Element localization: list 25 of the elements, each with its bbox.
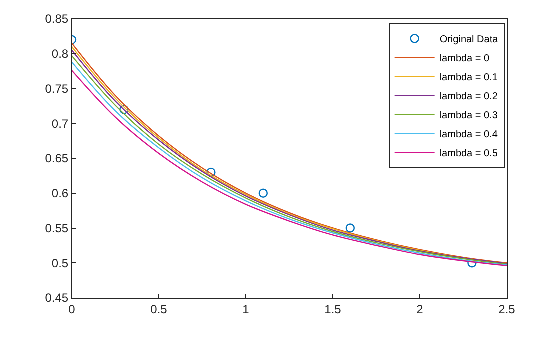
y-tick-label: 0.6 <box>52 186 69 201</box>
legend-label: lambda = 0.5 <box>440 148 498 160</box>
x-tick-label: 1.5 <box>324 302 342 316</box>
x-tick-label: 2.5 <box>498 302 516 316</box>
legend-label: lambda = 0.2 <box>440 92 498 103</box>
y-tick-label: 0.45 <box>45 291 69 306</box>
legend-label: lambda = 0.1 <box>440 72 498 84</box>
legend-label: lambda = 0.4 <box>440 130 498 141</box>
x-tick-label: 2 <box>416 302 424 316</box>
point <box>120 105 129 114</box>
y-tick-label: 0.55 <box>45 221 69 236</box>
legend-label: lambda = 0.3 <box>440 110 498 122</box>
point <box>346 224 355 233</box>
legend-label: Original Data <box>440 34 499 46</box>
point <box>258 188 268 198</box>
x-tick-label: 0 <box>68 302 76 316</box>
y-tick-label: 0.7 <box>52 116 69 131</box>
y-tick-label: 0.75 <box>45 82 69 96</box>
x-tick-label: 1 <box>242 302 250 316</box>
legend-label: lambda = 0 <box>440 54 490 65</box>
y-tick-label: 0.5 <box>52 256 69 270</box>
y-tick-label: 0.8 <box>52 47 69 62</box>
y-tick-label: 0.85 <box>45 12 69 26</box>
y-tick-label: 0.65 <box>45 152 69 166</box>
x-tick-label: 0.5 <box>150 302 168 316</box>
